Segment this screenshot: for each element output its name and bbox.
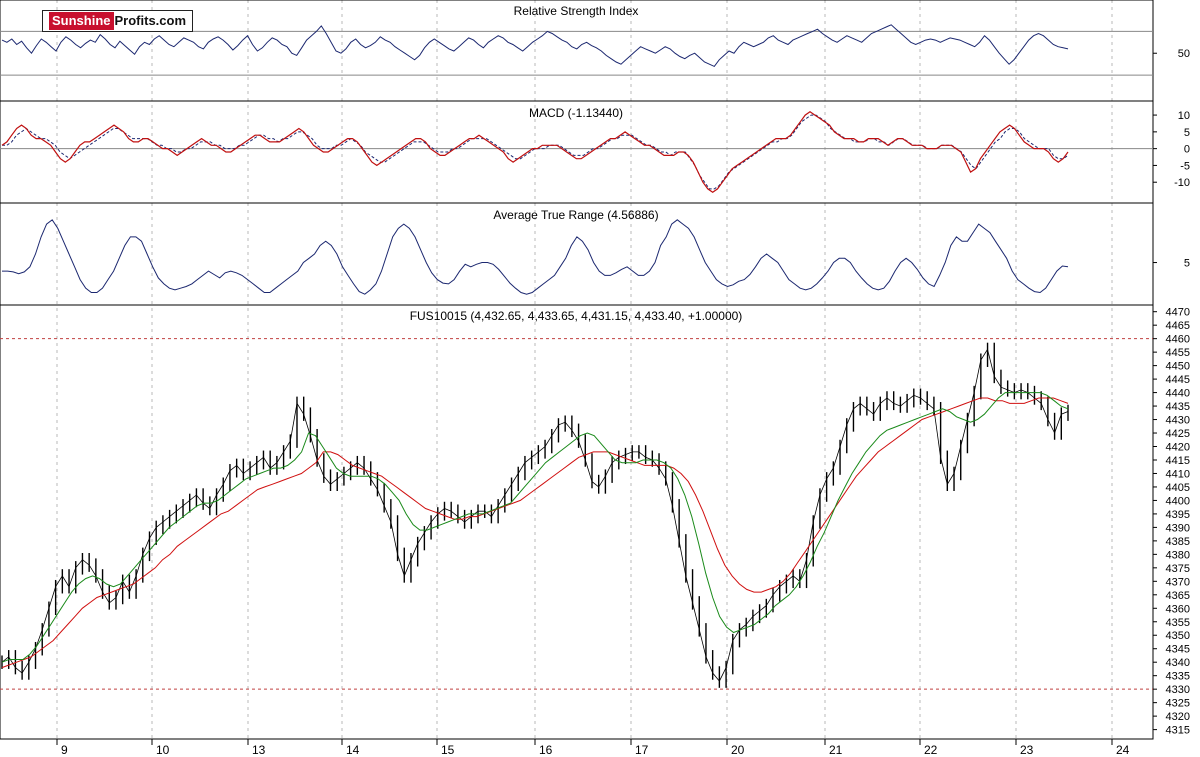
macd-tick-label-0: 10	[1178, 110, 1190, 122]
rsi-title: Relative Strength Index	[514, 4, 639, 18]
macd-plot: 10 5 0 -5 -10	[0, 110, 1190, 194]
price-tick-label-19: 4375	[1166, 563, 1190, 575]
atr-plot: 5	[2, 219, 1190, 295]
price-tick-label-24: 4350	[1166, 630, 1190, 642]
price-tick-label-17: 4385	[1166, 536, 1190, 548]
price-tick-label-18: 4380	[1166, 549, 1190, 561]
price-tick-label-7: 4435	[1166, 401, 1190, 413]
price-tick-label-27: 4335	[1166, 671, 1190, 683]
price-tick-label-30: 4320	[1166, 711, 1190, 723]
price-tick-label-31: 4315	[1166, 725, 1190, 737]
price-tick-label-6: 4440	[1166, 388, 1190, 400]
macd-tick-label-4: -10	[1174, 177, 1190, 189]
x-tick-label-3: 14	[346, 743, 360, 757]
price-tick-label-14: 4400	[1166, 495, 1190, 507]
atr-tick-label-0: 5	[1184, 258, 1190, 270]
price-slow-ma	[1, 397, 1069, 669]
x-tick-label-11: 24	[1116, 743, 1130, 757]
price-tick-label-21: 4365	[1166, 590, 1190, 602]
x-tick-label-6: 17	[635, 743, 649, 757]
x-tick-label-9: 22	[924, 743, 938, 757]
price-tick-label-9: 4425	[1166, 428, 1190, 440]
macd-title: MACD (-1.13440)	[529, 106, 623, 120]
x-tick-label-10: 23	[1020, 743, 1034, 757]
price-title: FUS10015 (4,432.65, 4,433.65, 4,431.15, …	[410, 309, 743, 323]
price-tick-label-25: 4345	[1166, 644, 1190, 656]
price-tick-label-13: 4405	[1166, 482, 1190, 494]
price-tick-label-29: 4325	[1166, 698, 1190, 710]
macd-signal-line	[2, 114, 1069, 190]
atr-title: Average True Range (4.56886)	[493, 208, 658, 222]
price-tick-label-4: 4450	[1166, 361, 1190, 373]
macd-tick-label-3: -5	[1180, 160, 1190, 172]
price-tick-label-3: 4455	[1166, 347, 1190, 359]
price-tick-label-1: 4465	[1166, 320, 1190, 332]
logo-part-profits: Profits.com	[114, 13, 187, 28]
x-tick-label-2: 13	[252, 743, 266, 757]
price-tick-label-2: 4460	[1166, 334, 1190, 346]
price-tick-label-28: 4330	[1166, 684, 1190, 696]
x-tick-label-5: 16	[539, 743, 553, 757]
rsi-tick-label-0: 50	[1178, 48, 1190, 60]
price-close-line	[1, 348, 1069, 682]
atr-series-line	[2, 219, 1069, 295]
price-tick-label-26: 4340	[1166, 657, 1190, 669]
price-tick-label-12: 4410	[1166, 468, 1190, 480]
macd-tick-label-1: 5	[1184, 127, 1190, 139]
macd-tick-label-2: 0	[1184, 144, 1190, 156]
price-tick-label-10: 4420	[1166, 442, 1190, 454]
logo-part-sunshine: Sunshine	[49, 12, 114, 30]
x-tick-label-0: 9	[61, 743, 68, 757]
price-tick-label-20: 4370	[1166, 576, 1190, 588]
x-tick-label-1: 10	[156, 743, 170, 757]
x-axis: 9 10 13 14 15 16 17 20 21 22 23 24	[0, 738, 1153, 757]
x-tick-label-7: 20	[731, 743, 745, 757]
x-tick-label-8: 21	[829, 743, 843, 757]
price-tick-label-15: 4395	[1166, 509, 1190, 521]
rsi-series-line	[1, 24, 1069, 68]
price-panel: FUS10015 (4,432.65, 4,433.65, 4,431.15, …	[0, 304, 1190, 740]
sunshine-profits-logo[interactable]: Sunshine Profits.com	[42, 10, 194, 32]
macd-line	[1, 110, 1069, 194]
price-tick-label-0: 4470	[1166, 307, 1190, 319]
price-tick-label-23: 4355	[1166, 617, 1190, 629]
price-tick-label-5: 4445	[1166, 374, 1190, 386]
price-tick-label-16: 4390	[1166, 522, 1190, 534]
price-tick-label-11: 4415	[1166, 455, 1190, 467]
x-tick-label-4: 15	[441, 743, 455, 757]
price-tick-label-8: 4430	[1166, 415, 1190, 427]
price-fast-ma	[1, 392, 1069, 663]
price-tick-label-22: 4360	[1166, 603, 1190, 615]
